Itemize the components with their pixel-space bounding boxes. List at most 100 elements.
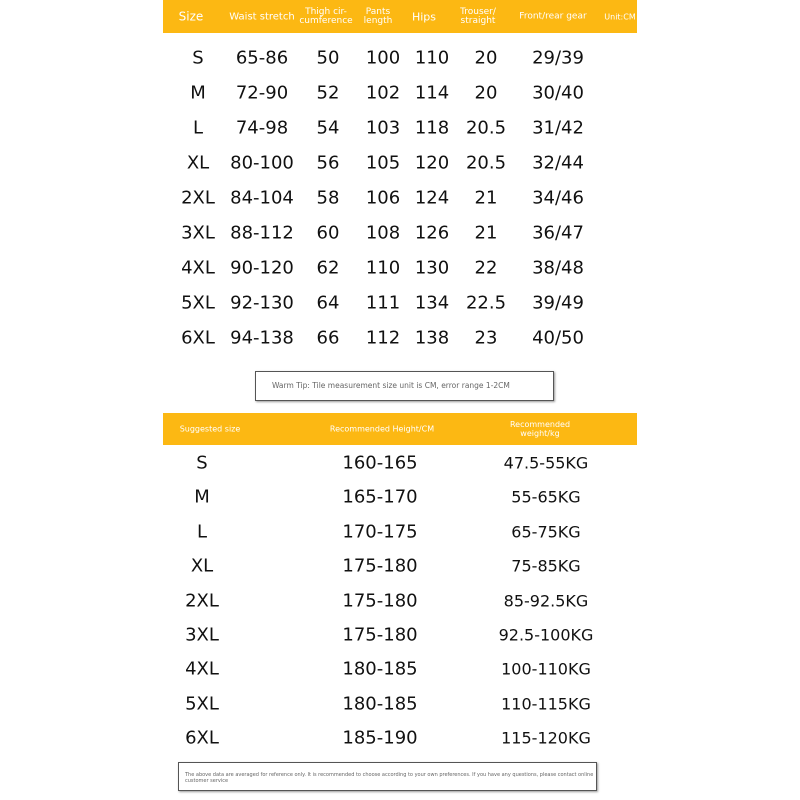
table-cell: 52 [316, 82, 340, 104]
header-cell: Thigh cir- cumference [299, 7, 353, 26]
table-cell: 23 [474, 327, 498, 349]
table-cell: 180-185 [342, 658, 418, 680]
table-cell: 115-120KG [501, 728, 591, 748]
table-cell: 106 [365, 187, 401, 209]
table-cell: 2XL [181, 187, 215, 209]
table-cell: 165-170 [342, 486, 418, 508]
table-cell: 6XL [181, 327, 215, 349]
table-cell: 114 [414, 82, 450, 104]
table-cell: 88-112 [230, 222, 294, 244]
table-cell: 124 [414, 187, 450, 209]
table-cell: S [192, 47, 204, 69]
header-cell: Recommended Height/CM [329, 424, 435, 434]
table-cell: 64 [316, 292, 340, 314]
tip-box: Warm Tip: Tile measurement size unit is … [255, 371, 554, 401]
table-cell: 31/42 [532, 117, 584, 139]
header-cell: Size [178, 9, 204, 24]
table-cell: 65-86 [235, 47, 289, 69]
table-cell: L [196, 521, 208, 543]
table-cell: 130 [414, 257, 450, 279]
table-cell: 72-90 [235, 82, 289, 104]
table-cell: 134 [414, 292, 450, 314]
table-cell: 105 [365, 152, 401, 174]
table-cell: 40/50 [532, 327, 584, 349]
table-cell: 92-130 [230, 292, 294, 314]
table-cell: L [192, 117, 204, 139]
table-cell: M [194, 486, 210, 508]
table-cell: 118 [414, 117, 450, 139]
table-cell: 66 [316, 327, 340, 349]
header-cell: Recommended weight/kg [509, 420, 571, 438]
table-cell: 110-115KG [501, 694, 591, 714]
table-cell: 21 [474, 222, 498, 244]
header-cell: Front/rear gear [519, 11, 587, 22]
table-cell: 30/40 [532, 82, 584, 104]
table-cell: 32/44 [532, 152, 584, 174]
table-cell: 100-110KG [501, 659, 591, 679]
table-cell: 94-138 [230, 327, 294, 349]
table-cell: 29/39 [532, 47, 584, 69]
table-cell: 6XL [185, 727, 219, 749]
table-cell: 4XL [181, 257, 215, 279]
table-cell: 102 [365, 82, 401, 104]
footer-text: The above data are averaged for referenc… [185, 772, 594, 784]
header-bar [163, 0, 637, 33]
table-cell: 2XL [185, 590, 219, 612]
table-cell: 108 [365, 222, 401, 244]
table-cell: 47.5-55KG [503, 453, 589, 473]
table-cell: 5XL [185, 693, 219, 715]
table-cell: 111 [365, 292, 401, 314]
footer-box: The above data are averaged for referenc… [178, 762, 597, 791]
header-cell: Trouser/ straight [460, 7, 496, 26]
header-cell: Unit:CM [604, 12, 636, 22]
table-cell: 175-180 [342, 555, 418, 577]
table-cell: 180-185 [342, 693, 418, 715]
table-cell: 160-165 [342, 452, 418, 474]
table-cell: 80-100 [230, 152, 294, 174]
table-cell: 62 [316, 257, 340, 279]
table-cell: 4XL [185, 658, 219, 680]
table-cell: 120 [414, 152, 450, 174]
header-cell: Hips [411, 10, 437, 24]
table-cell: 75-85KG [511, 556, 581, 576]
table-cell: 20.5 [465, 152, 507, 174]
table-cell: 50 [316, 47, 340, 69]
table-cell: 175-180 [342, 624, 418, 646]
table-cell: XL [186, 152, 210, 174]
table-cell: 90-120 [230, 257, 294, 279]
table-cell: 55-65KG [511, 487, 581, 507]
table-cell: 65-75KG [511, 522, 581, 542]
header-bar [163, 413, 637, 445]
table-cell: 56 [316, 152, 340, 174]
table-cell: 20.5 [465, 117, 507, 139]
table-cell: 112 [365, 327, 401, 349]
table-cell: 3XL [181, 222, 215, 244]
table-cell: 85-92.5KG [503, 591, 589, 611]
table-cell: 20 [474, 82, 498, 104]
table-cell: 38/48 [532, 257, 584, 279]
table-cell: 185-190 [342, 727, 418, 749]
table-cell: 74-98 [235, 117, 289, 139]
table-cell: M [190, 82, 206, 104]
table-cell: XL [190, 555, 214, 577]
table-cell: 39/49 [532, 292, 584, 314]
table-cell: 60 [316, 222, 340, 244]
table-cell: 103 [365, 117, 401, 139]
table-cell: 110 [365, 257, 401, 279]
table-cell: S [196, 452, 208, 474]
table-cell: 126 [414, 222, 450, 244]
header-cell: Suggested size [179, 424, 241, 434]
table-cell: 58 [316, 187, 340, 209]
table-cell: 175-180 [342, 590, 418, 612]
table-cell: 54 [316, 117, 340, 139]
table-cell: 34/46 [532, 187, 584, 209]
table-cell: 20 [474, 47, 498, 69]
tip-text: Warm Tip: Tile measurement size unit is … [272, 381, 510, 390]
table-cell: 100 [365, 47, 401, 69]
header-cell: Pants length [363, 7, 393, 26]
table-cell: 36/47 [532, 222, 584, 244]
table-cell: 170-175 [342, 521, 418, 543]
table-cell: 21 [474, 187, 498, 209]
table-cell: 84-104 [230, 187, 294, 209]
